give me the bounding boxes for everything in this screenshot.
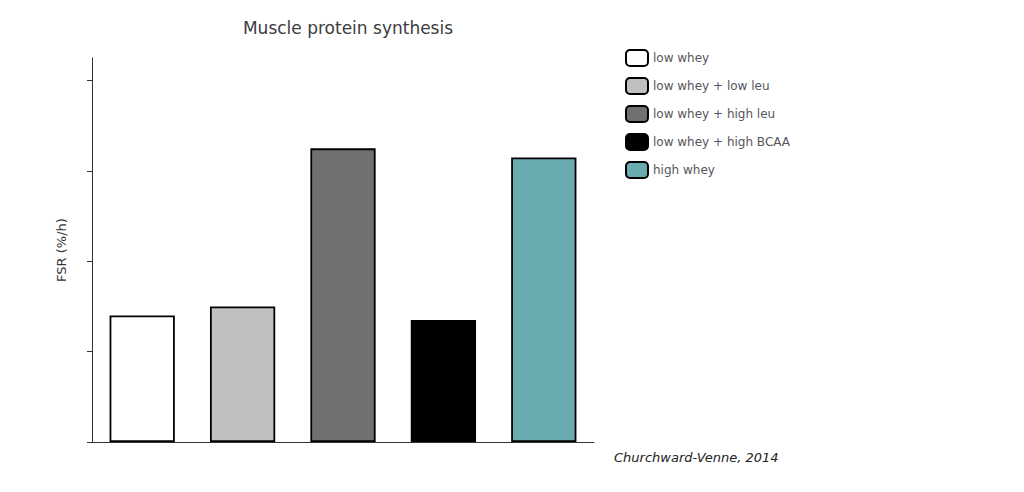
svg-text:low whey + high leu: low whey + high leu [653, 107, 775, 121]
svg-text:high whey: high whey [653, 163, 715, 177]
svg-text:low whey: low whey [653, 51, 709, 65]
svg-text:Churchward-Venne, 2014: Churchward-Venne, 2014 [614, 450, 779, 465]
svg-text:FSR (%/h): FSR (%/h) [54, 218, 69, 282]
svg-text:Muscle protein synthesis: Muscle protein synthesis [243, 18, 453, 38]
svg-text:low whey + high BCAA: low whey + high BCAA [653, 135, 791, 149]
svg-text:low whey + low leu: low whey + low leu [653, 79, 770, 93]
